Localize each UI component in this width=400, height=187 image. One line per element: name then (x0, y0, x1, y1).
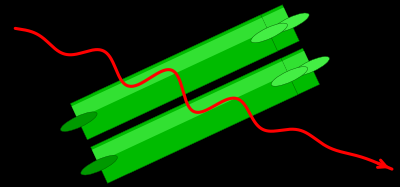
Ellipse shape (271, 67, 308, 86)
Ellipse shape (293, 56, 330, 76)
Polygon shape (92, 61, 288, 163)
Ellipse shape (60, 112, 97, 131)
Polygon shape (70, 15, 278, 140)
Polygon shape (114, 51, 310, 152)
Polygon shape (112, 48, 320, 173)
Polygon shape (93, 7, 290, 109)
Ellipse shape (82, 102, 119, 121)
Ellipse shape (81, 155, 117, 175)
Ellipse shape (273, 13, 309, 33)
Ellipse shape (251, 23, 288, 43)
Polygon shape (92, 5, 299, 130)
Polygon shape (72, 18, 268, 119)
Polygon shape (91, 58, 298, 183)
Ellipse shape (102, 145, 139, 165)
